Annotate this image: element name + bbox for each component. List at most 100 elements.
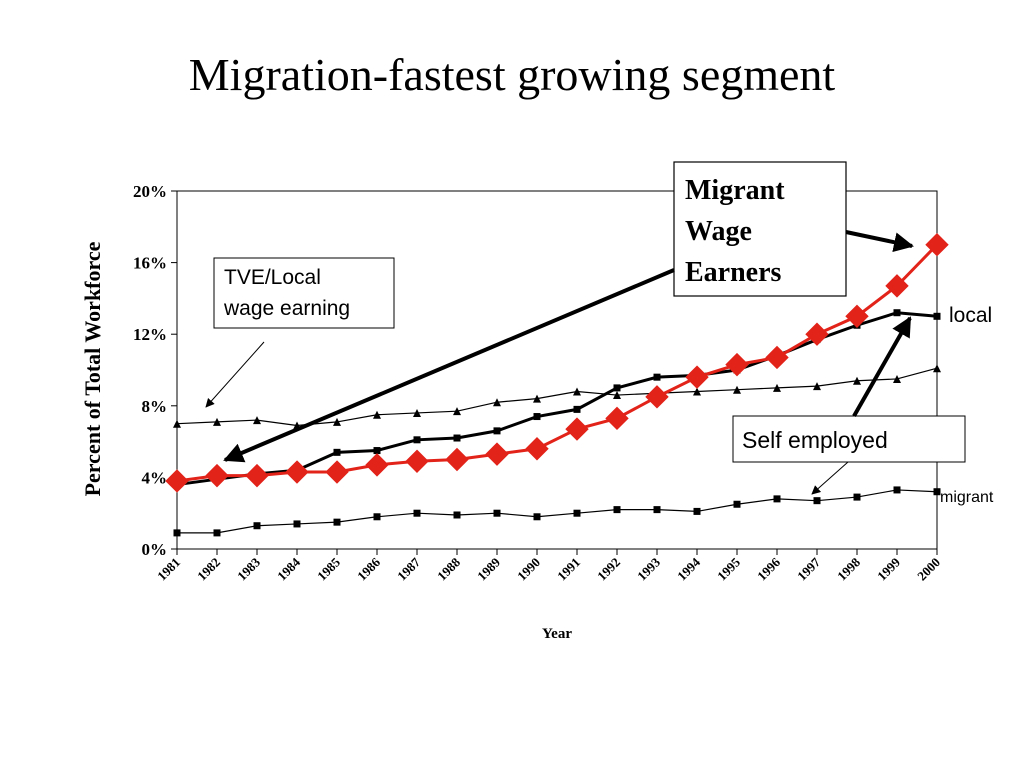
data-point [373, 513, 381, 521]
y-tick-label: 12% [133, 325, 167, 344]
x-tick-label: 1993 [634, 554, 663, 583]
data-point [893, 374, 901, 383]
x-tick-label: 1991 [554, 555, 583, 584]
data-point [413, 408, 421, 417]
x-tick-label: 1987 [394, 554, 423, 583]
x-tick-label: 2000 [914, 555, 943, 584]
data-point [253, 522, 261, 530]
data-point [245, 463, 269, 488]
y-tick-label: 0% [142, 540, 168, 559]
x-axis: 1981 1982 1983 1984 1985 1986 1987 1988 1989 1990… [154, 549, 943, 584]
arrow-to-tve-line [205, 341, 265, 408]
data-point [453, 511, 461, 519]
x-tick-label: 1998 [834, 554, 863, 583]
data-point [293, 520, 301, 528]
data-point [565, 417, 589, 441]
data-point [613, 391, 621, 400]
arrow-to-2000-point [845, 230, 914, 253]
data-point [885, 274, 909, 298]
tve-local-label: TVE/Local wage earning [223, 266, 350, 320]
data-point [933, 488, 941, 496]
data-point [845, 304, 869, 329]
data-point [413, 436, 421, 444]
data-point [893, 309, 901, 317]
data-point [453, 434, 461, 442]
data-point [653, 373, 661, 381]
x-tick-label: 1992 [594, 555, 623, 584]
x-axis-label: Year [542, 626, 572, 642]
data-point [685, 365, 709, 389]
data-point [253, 416, 261, 425]
series-migrant-wage-earners [165, 232, 949, 493]
data-point [405, 449, 429, 473]
data-point [773, 383, 781, 392]
arrow-self-employed-to-local [852, 316, 912, 417]
data-point [613, 506, 621, 514]
data-point [333, 448, 341, 456]
data-point [525, 437, 549, 461]
x-tick-label: 1985 [314, 554, 343, 583]
arrow-self-employed-to-migrant [811, 461, 849, 495]
data-point [573, 509, 581, 517]
x-tick-label: 1986 [354, 554, 383, 583]
tve-local-box [213, 257, 395, 329]
data-point [493, 427, 501, 435]
y-tick-label: 20% [133, 182, 167, 201]
x-tick-label: 1996 [754, 554, 783, 583]
data-point [893, 486, 901, 494]
data-point [653, 506, 661, 514]
data-point [373, 447, 381, 455]
arrow-to-migrant-wage-line [223, 268, 675, 463]
series-line [177, 489, 938, 534]
x-tick-label: 1982 [194, 555, 223, 584]
data-point [173, 419, 181, 428]
data-point [925, 232, 949, 257]
x-tick-label: 1988 [434, 554, 463, 583]
series-migrant [173, 486, 941, 537]
data-point [213, 417, 221, 426]
data-point [493, 398, 501, 407]
data-point [485, 442, 509, 466]
data-point [725, 352, 749, 377]
page-title: Migration-fastest growing segment [188, 49, 836, 100]
data-point [933, 364, 941, 373]
x-tick-label: 1994 [674, 554, 703, 583]
migrant-wage-earners-label: Migrant Wage Earners [685, 175, 792, 288]
x-tick-label: 1997 [794, 554, 823, 583]
data-point [533, 513, 541, 521]
data-point [165, 469, 189, 493]
data-point [533, 413, 541, 421]
y-axis: 0% 4% 8% 12% 16% 20% [133, 182, 177, 559]
data-point [573, 387, 581, 396]
data-point [693, 507, 701, 515]
self-employed-box [732, 415, 966, 463]
data-point [765, 345, 789, 370]
data-point [333, 518, 341, 526]
data-point [325, 460, 349, 484]
migrant-wage-earners-box [673, 161, 847, 297]
data-point [533, 394, 541, 403]
series-layer [165, 232, 949, 537]
x-tick-label: 1984 [274, 554, 303, 583]
data-point [813, 497, 821, 505]
y-tick-label: 8% [142, 397, 168, 416]
x-tick-label: 1999 [874, 554, 903, 583]
data-point [285, 460, 309, 484]
y-tick-label: 16% [133, 254, 167, 273]
data-point [333, 417, 341, 426]
data-point [573, 405, 581, 413]
data-point [413, 509, 421, 517]
x-tick-label: 1983 [234, 554, 263, 583]
x-tick-label: 1995 [714, 554, 743, 583]
data-point [853, 376, 861, 385]
data-point [733, 385, 741, 394]
data-point [605, 406, 629, 431]
data-point [693, 387, 701, 396]
migrant-series-label: migrant [940, 489, 994, 506]
data-point [613, 384, 621, 392]
data-point [813, 382, 821, 391]
data-point [365, 453, 389, 477]
y-axis-label: Percent of Total Workforce [80, 241, 105, 496]
y-tick-label: 4% [142, 468, 168, 487]
x-tick-label: 1989 [474, 554, 503, 583]
